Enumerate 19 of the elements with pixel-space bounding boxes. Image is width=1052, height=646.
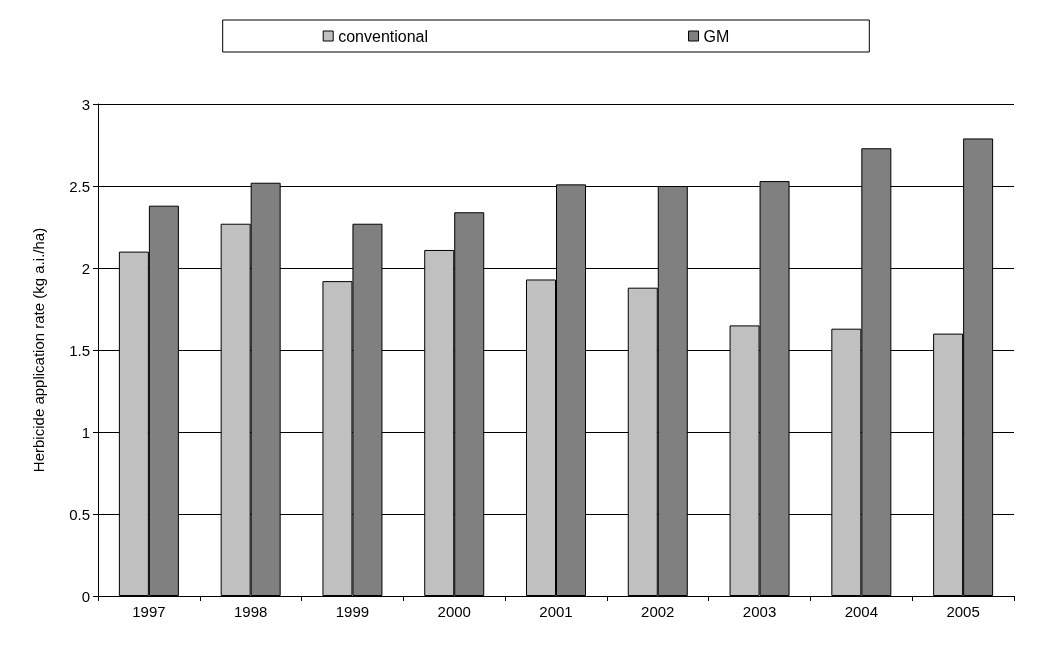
x-tick-label: 2003	[742, 603, 777, 620]
y-tick-label: 0	[81, 587, 90, 605]
x-tick-label: 2002	[641, 603, 675, 620]
x-tick-label: 2001	[539, 603, 573, 620]
y-tick-label: 2	[81, 259, 90, 277]
legend-label: GM	[703, 27, 730, 45]
x-tick-label: 1998	[233, 603, 268, 620]
x-tick-label: 1997	[132, 603, 166, 620]
y-tick-label: 3	[81, 95, 90, 113]
y-axis-title: Herbicide application rate (kg a.i./ha)	[30, 227, 47, 473]
y-tick-label: 2.5	[69, 177, 90, 195]
x-tick-label: 2000	[437, 603, 471, 620]
x-tick-label: 2005	[946, 603, 980, 620]
y-tick-label: 0.5	[69, 505, 90, 523]
x-tick-label: 2004	[844, 603, 879, 620]
legend-label: conventional	[338, 27, 429, 45]
x-tick-label: 1999	[335, 603, 370, 620]
y-tick-label: 1.5	[69, 341, 90, 359]
y-tick-label: 1	[81, 423, 90, 441]
